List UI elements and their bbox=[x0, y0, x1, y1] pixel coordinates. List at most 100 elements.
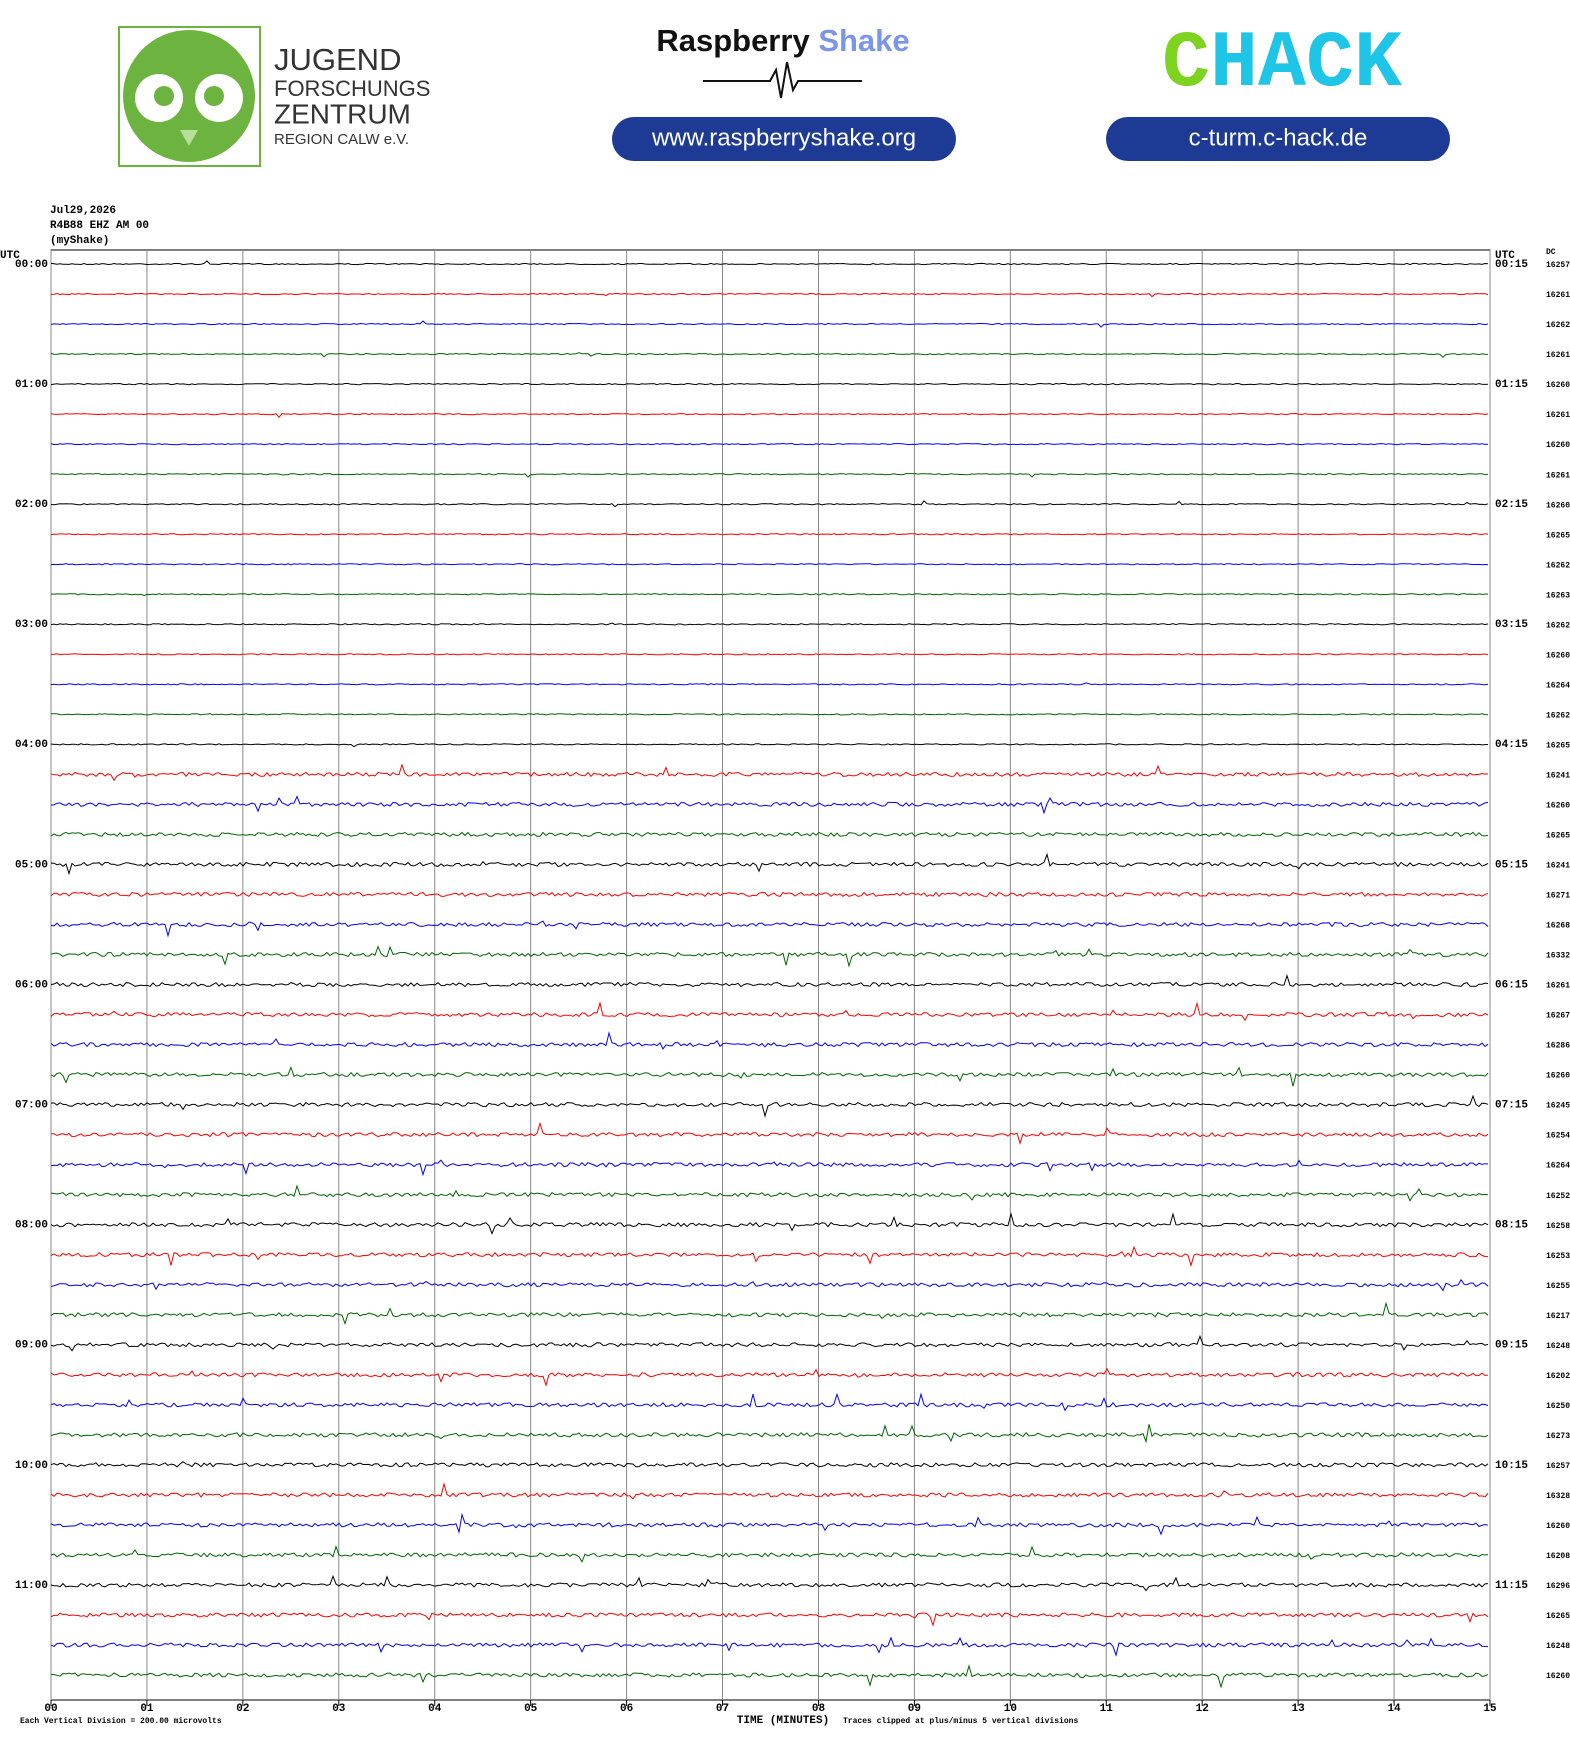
dc-title: DC bbox=[1546, 248, 1556, 257]
trace bbox=[50, 1544, 1489, 1563]
shake-word: Raspberry bbox=[656, 23, 810, 58]
left-time-label: 05:00 bbox=[15, 859, 48, 871]
dc-label: 16260 bbox=[1546, 651, 1570, 660]
dc-label: 16248 bbox=[1546, 1342, 1570, 1351]
dc-label: 16250 bbox=[1546, 1402, 1570, 1411]
url-link[interactable]: www.raspberryshake.org bbox=[651, 124, 916, 151]
trace bbox=[50, 1031, 1489, 1050]
left-time-label: 11:00 bbox=[15, 1580, 48, 1592]
trace bbox=[50, 352, 1489, 358]
dc-label: 16273 bbox=[1546, 1432, 1570, 1441]
left-time-label: 09:00 bbox=[15, 1340, 48, 1352]
jfz-text: FORSCHUNGS bbox=[274, 76, 430, 101]
dc-label: 16267 bbox=[1546, 1012, 1570, 1021]
dc-label: 16268 bbox=[1546, 922, 1570, 931]
trace bbox=[51, 1121, 1489, 1146]
trace bbox=[50, 382, 1489, 386]
dc-label: 16260 bbox=[1546, 381, 1570, 390]
jfz-text: REGION CALW e.V. bbox=[274, 131, 409, 148]
x-tick-label: 03 bbox=[332, 1703, 346, 1715]
url-pill[interactable] bbox=[1106, 117, 1450, 161]
trace bbox=[50, 1334, 1489, 1352]
trace bbox=[50, 412, 1489, 419]
chack-logo: CHACK bbox=[1162, 19, 1403, 110]
x-tick-label: 15 bbox=[1483, 1703, 1497, 1715]
trace bbox=[50, 593, 1488, 597]
dc-label: 16264 bbox=[1546, 1162, 1570, 1171]
dc-label: 16260 bbox=[1546, 1522, 1570, 1531]
dc-label: 16296 bbox=[1546, 1582, 1570, 1591]
left-time-label: 02:00 bbox=[15, 499, 48, 511]
right-time-label: 01:15 bbox=[1495, 379, 1528, 391]
dc-label: 16260 bbox=[1546, 1672, 1570, 1681]
url-link[interactable]: c-turm.c-hack.de bbox=[1189, 124, 1368, 151]
x-tick-label: 10 bbox=[1004, 1703, 1017, 1715]
right-time-label: 11:15 bbox=[1495, 1580, 1528, 1592]
source: (myShake) bbox=[50, 235, 109, 247]
dc-label: 16262 bbox=[1546, 711, 1570, 720]
right-time-label: 08:15 bbox=[1495, 1220, 1528, 1232]
x-tick-label: 09 bbox=[908, 1703, 921, 1715]
trace bbox=[50, 1367, 1489, 1387]
x-tick-label: 01 bbox=[140, 1703, 154, 1715]
trace bbox=[50, 1482, 1489, 1500]
dc-label: 16217 bbox=[1546, 1312, 1570, 1321]
jfz-text: JUGEND bbox=[274, 42, 401, 77]
dc-label: 16265 bbox=[1546, 1612, 1570, 1621]
dc-label: 16328 bbox=[1546, 1492, 1570, 1501]
right-time-label: 02:15 bbox=[1495, 499, 1528, 511]
trace bbox=[50, 945, 1489, 968]
trace bbox=[50, 653, 1489, 656]
x-tick-label: 11 bbox=[1100, 1703, 1114, 1715]
plot-frame bbox=[50, 249, 1491, 1701]
right-time-label: 04:15 bbox=[1495, 739, 1528, 751]
trace bbox=[50, 1211, 1489, 1235]
trace bbox=[50, 1159, 1489, 1177]
x-tick-label: 02 bbox=[236, 1703, 249, 1715]
trace bbox=[50, 622, 1489, 626]
trace bbox=[50, 1184, 1489, 1202]
trace bbox=[50, 320, 1489, 328]
trace bbox=[50, 1636, 1489, 1657]
dc-label: 16261 bbox=[1546, 982, 1570, 991]
trace bbox=[50, 1664, 1489, 1689]
dc-label: 16241 bbox=[1546, 862, 1570, 871]
x-tick-label: 06 bbox=[620, 1703, 633, 1715]
trace bbox=[50, 795, 1489, 815]
trace bbox=[50, 1392, 1489, 1412]
dc-label: 16208 bbox=[1546, 1552, 1570, 1561]
owl-pupil bbox=[154, 86, 174, 106]
trace bbox=[50, 743, 1489, 748]
trace bbox=[50, 1612, 1489, 1627]
left-time-label: 03:00 bbox=[15, 619, 48, 631]
trace bbox=[50, 1512, 1489, 1536]
dc-label: 16261 bbox=[1546, 291, 1570, 300]
dc-label: 16261 bbox=[1546, 471, 1570, 480]
dc-label: 16265 bbox=[1546, 832, 1570, 841]
dc-label: 16271 bbox=[1546, 892, 1570, 901]
trace bbox=[50, 563, 1489, 566]
dc-label: 16264 bbox=[1546, 681, 1570, 690]
left-axis-title: UTC bbox=[0, 250, 20, 262]
trace bbox=[50, 891, 1489, 898]
dc-label: 16252 bbox=[1546, 1192, 1570, 1201]
trace bbox=[50, 831, 1489, 838]
dc-label: 16286 bbox=[1546, 1042, 1570, 1051]
right-axis-title: UTC bbox=[1495, 250, 1515, 262]
trace bbox=[50, 500, 1489, 508]
url-pill[interactable] bbox=[612, 117, 956, 161]
trace bbox=[50, 1301, 1489, 1326]
right-time-label: 09:15 bbox=[1495, 1340, 1528, 1352]
trace bbox=[50, 682, 1489, 686]
x-tick-label: 08 bbox=[812, 1703, 826, 1715]
dc-label: 16263 bbox=[1546, 591, 1570, 600]
dc-label: 16265 bbox=[1546, 531, 1570, 540]
dc-label: 16258 bbox=[1546, 1222, 1570, 1231]
trace bbox=[50, 1424, 1489, 1444]
shake-wave-icon bbox=[703, 61, 862, 99]
dc-label: 16253 bbox=[1546, 1252, 1570, 1261]
trace bbox=[50, 533, 1489, 536]
right-time-label: 06:15 bbox=[1495, 979, 1528, 991]
dc-label: 16248 bbox=[1546, 1642, 1570, 1651]
